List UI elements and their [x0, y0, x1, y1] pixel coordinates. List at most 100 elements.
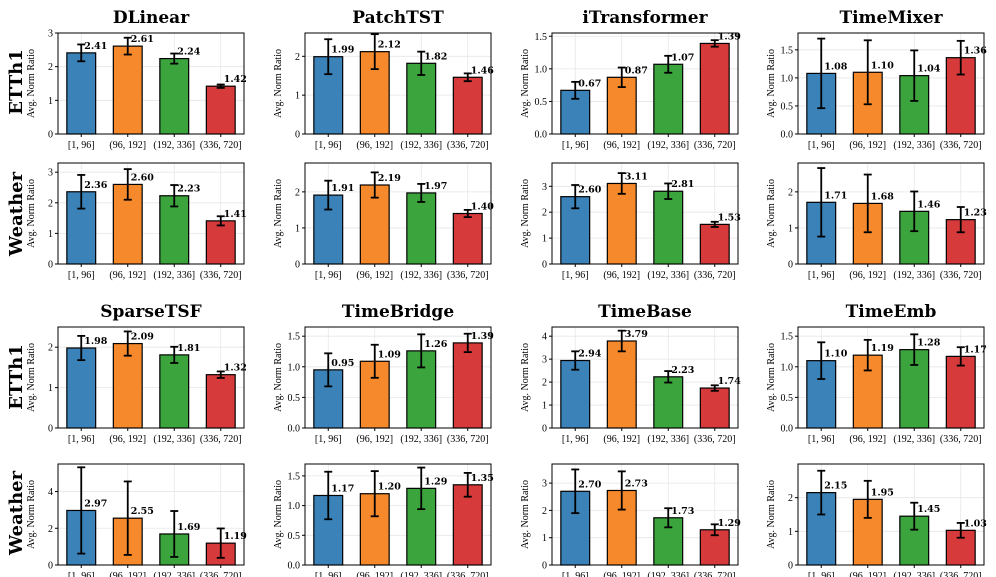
- y-tick-label: 1: [295, 223, 300, 234]
- y-tick-label: 2: [788, 493, 793, 504]
- data-label: 1.98: [84, 336, 108, 347]
- data-label: 2.23: [671, 365, 694, 376]
- y-axis-label: Avg. Norm Ratio: [766, 179, 777, 248]
- x-tick-label: [1, 96]: [562, 270, 589, 281]
- y-tick-label: 1.0: [288, 362, 301, 373]
- y-axis-label: Avg. Norm Ratio: [520, 49, 531, 118]
- x-tick-label: (96, 192]: [109, 140, 146, 151]
- data-label: 2.60: [578, 185, 602, 196]
- y-axis-label: Avg. Norm Ratio: [766, 343, 777, 412]
- subplot-10: 0.0 0.5 1.0 1.5 0.95 1.09 1.26 1.39 [1, 96] (96, …: [273, 302, 494, 445]
- data-label: 2.60: [131, 172, 155, 183]
- y-axis-label: Avg. Norm Ratio: [273, 480, 284, 549]
- x-tick-label: [1, 96]: [562, 140, 589, 151]
- y-tick-label: 0.0: [535, 130, 548, 141]
- bar-1: [66, 52, 97, 135]
- axes-frame: [304, 463, 492, 566]
- data-label: 1.26: [424, 339, 448, 350]
- axes-frame: [304, 162, 492, 265]
- data-label: 2.81: [671, 179, 694, 190]
- subplot-11: 0 1 2 3 4 2.94 3.79 2.23 1.74 [1, 96] (96, 192] (19…: [520, 302, 741, 445]
- x-tick-label: (336, 720]: [940, 571, 982, 577]
- x-tick-label: (192, 336]: [153, 270, 195, 281]
- y-tick-label: 0: [48, 424, 53, 435]
- bar-4: [452, 342, 483, 429]
- x-tick-label: [1, 96]: [562, 434, 589, 445]
- y-tick-label: 1.0: [781, 73, 794, 84]
- bar-4: [205, 374, 236, 429]
- x-tick-label: (192, 336]: [400, 571, 442, 577]
- y-tick-label: 1: [48, 383, 53, 394]
- x-tick-label: (336, 720]: [694, 140, 736, 151]
- bar-4: [452, 76, 483, 135]
- x-tick-label: (192, 336]: [153, 571, 195, 577]
- data-label: 1.17: [331, 483, 354, 494]
- x-tick-label: (96, 192]: [849, 434, 886, 445]
- x-tick-label: (192, 336]: [153, 434, 195, 445]
- y-tick-label: 1.5: [288, 332, 301, 343]
- data-label: 1.71: [824, 190, 847, 201]
- y-axis-label: Avg. Norm Ratio: [26, 49, 37, 118]
- bar-3: [653, 63, 684, 135]
- y-tick-label: 2: [542, 378, 547, 389]
- x-tick-label: (192, 336]: [647, 571, 689, 577]
- x-tick-label: (336, 720]: [447, 571, 489, 577]
- y-axis-label: Avg. Norm Ratio: [273, 179, 284, 248]
- bar-4: [452, 212, 483, 265]
- subplot-1: 0 1 2 3 2.41 2.61 2.24 1.42 [1, 96] (96, 192] (192…: [26, 8, 247, 151]
- subplot-7: 0 1 2 3 2.60 3.11 2.81 1.53 [1, 96] (96, 192] (192…: [520, 162, 741, 281]
- bar-3: [653, 190, 684, 265]
- data-label: 1.45: [917, 504, 940, 515]
- y-tick-label: 0: [542, 424, 547, 435]
- data-label: 2.12: [378, 40, 401, 51]
- data-label: 1.97: [424, 181, 447, 192]
- y-tick-label: 3: [48, 168, 53, 179]
- y-tick-label: 1.0: [535, 64, 548, 75]
- data-label: 1.91: [331, 183, 354, 194]
- x-tick-label: (96, 192]: [603, 434, 640, 445]
- data-label: 1.68: [871, 191, 895, 202]
- bar-3: [159, 57, 190, 135]
- axes-frame: [797, 32, 985, 135]
- x-tick-label: (96, 192]: [356, 571, 393, 577]
- y-tick-label: 1: [542, 533, 547, 544]
- y-tick-label: 0: [788, 561, 793, 572]
- data-label: 1.19: [224, 531, 248, 542]
- data-label: 1.32: [224, 363, 247, 374]
- data-label: 1.42: [224, 74, 247, 85]
- x-tick-label: (192, 336]: [893, 270, 935, 281]
- y-axis-label: Avg. Norm Ratio: [26, 343, 37, 412]
- data-label: 1.36: [964, 46, 988, 57]
- x-tick-label: (96, 192]: [109, 270, 146, 281]
- data-label: 1.10: [824, 349, 848, 360]
- y-tick-label: 4: [48, 487, 53, 498]
- data-label: 3.11: [625, 171, 648, 182]
- axes-frame: [57, 463, 245, 566]
- x-tick-label: (96, 192]: [356, 434, 393, 445]
- y-tick-label: 0: [542, 561, 547, 572]
- x-tick-label: [1, 96]: [68, 571, 95, 577]
- y-tick-label: 1.0: [288, 501, 301, 512]
- x-tick-label: (192, 336]: [893, 571, 935, 577]
- data-label: 1.73: [671, 506, 694, 517]
- x-tick-label: [1, 96]: [808, 571, 835, 577]
- y-tick-label: 1: [48, 229, 53, 240]
- x-tick-label: (336, 720]: [940, 140, 982, 151]
- x-tick-label: (336, 720]: [447, 140, 489, 151]
- x-tick-label: (192, 336]: [647, 434, 689, 445]
- y-tick-label: 4: [542, 332, 547, 343]
- y-tick-label: 2: [295, 52, 300, 63]
- data-label: 1.46: [471, 65, 495, 76]
- y-tick-label: 0.0: [781, 424, 794, 435]
- axes-frame: [57, 32, 245, 135]
- bar-4: [452, 484, 483, 566]
- data-label: 2.73: [625, 478, 648, 489]
- subplot-8: 0 1 2 1.71 1.68 1.46 1.23 [1, 96] (96, 192] (192,…: [766, 162, 987, 281]
- bar-4: [205, 220, 236, 265]
- y-axis-label: Avg. Norm Ratio: [273, 343, 284, 412]
- bar-4: [699, 387, 730, 429]
- chart-title: DLinear: [113, 8, 190, 28]
- data-label: 2.97: [84, 498, 107, 509]
- x-tick-label: (192, 336]: [400, 270, 442, 281]
- axes-frame: [304, 32, 492, 135]
